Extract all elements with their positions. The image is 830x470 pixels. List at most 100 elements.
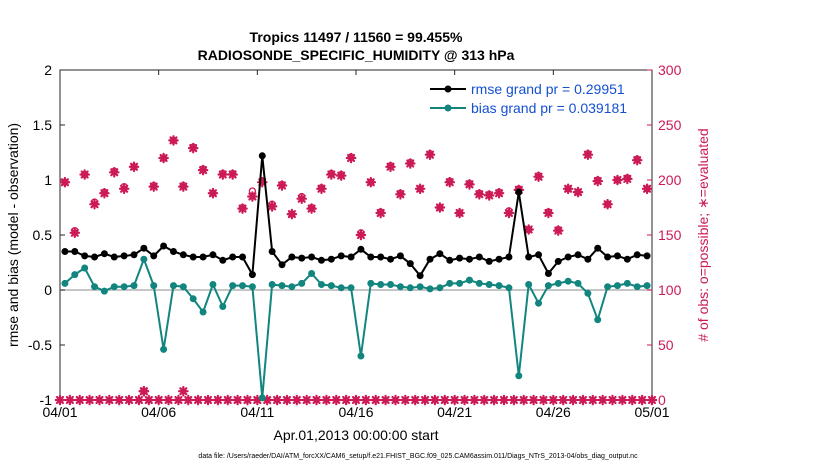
evaluated-count-marker [108, 167, 120, 178]
evaluated-count-marker [355, 229, 367, 241]
evaluated-count-marker [266, 201, 278, 212]
legend-box [422, 78, 644, 118]
bias-point [81, 264, 89, 272]
rmse-point [643, 252, 651, 260]
rmse-point [623, 255, 631, 263]
rmse-point [248, 271, 256, 279]
evaluated-count-marker [69, 227, 81, 239]
bias-point [327, 282, 335, 290]
bias-point [160, 345, 168, 353]
evaluated-count-marker [543, 207, 554, 219]
rmse-point [633, 251, 641, 259]
rmse-point [475, 253, 483, 261]
zero-count-marker [636, 394, 648, 406]
legend-rmse-label: rmse grand pr = 0.29951 [471, 81, 625, 97]
rmse-point [465, 255, 473, 263]
zero-count-marker [528, 394, 539, 406]
evaluated-count-marker [631, 154, 643, 166]
zero-count-marker [54, 394, 66, 406]
zero-count-marker [478, 394, 490, 406]
evaluated-count-marker [622, 173, 633, 185]
evaluated-count-marker [326, 169, 337, 180]
rmse-point [179, 251, 187, 259]
evaluated-count-marker [375, 207, 386, 219]
bias-point [150, 282, 158, 290]
rmse-point [367, 253, 375, 261]
zero-count-marker [557, 394, 569, 406]
zero-count-marker [123, 394, 135, 406]
zero-count-marker [104, 394, 115, 406]
series-layer [54, 135, 658, 406]
rmse-point [574, 251, 582, 259]
bias-point [239, 282, 247, 290]
evaluated-count-marker [582, 149, 594, 160]
rmse-point [525, 253, 533, 261]
evaluated-count-marker [217, 169, 229, 180]
evaluated-count-marker [424, 149, 436, 160]
zero-count-marker [548, 394, 559, 406]
zero-count-marker [271, 394, 283, 406]
zero-count-marker [192, 394, 204, 406]
bias-point [436, 284, 444, 292]
y-tick-label: 1.5 [33, 117, 53, 133]
bias-point [574, 279, 582, 287]
evaluated-count-marker [572, 186, 584, 198]
evaluated-count-marker [602, 198, 613, 210]
y-tick-label: -1 [40, 392, 53, 408]
zero-count-marker [400, 394, 411, 406]
zero-count-marker [488, 394, 500, 406]
x-tick-label: 04/06 [141, 404, 176, 420]
zero-count-marker [380, 394, 391, 406]
rmse-point [229, 253, 237, 261]
rmse-point [377, 253, 385, 261]
legend-rmse-marker [444, 85, 452, 93]
rmse-point [160, 242, 168, 250]
rmse-point [120, 252, 128, 260]
zero-count-marker [449, 394, 460, 406]
evaluated-count-marker [178, 181, 189, 192]
rmse-point [456, 254, 464, 262]
evaluated-count-marker [118, 183, 130, 195]
extra-count-marker [138, 385, 150, 397]
zero-count-marker [508, 394, 520, 406]
rmse-point [91, 253, 99, 261]
evaluated-count-marker [335, 170, 347, 181]
bias-point [623, 279, 631, 287]
rmse-point [357, 245, 365, 253]
rmse-point [169, 248, 177, 255]
axis-ticks: 04/01 04/06 04/11 04/16 04/21 04/26 05/01 -1 -0.… [28, 62, 682, 420]
evaluated-count-marker [227, 169, 238, 180]
zero-count-marker [143, 394, 155, 406]
bias-point [298, 279, 306, 287]
zero-count-marker [291, 394, 303, 406]
y-tick-label: 1 [44, 172, 52, 188]
evaluated-count-marker [523, 224, 534, 235]
bias-point [475, 279, 483, 287]
zero-count-marker [133, 394, 145, 406]
bias-point [613, 282, 621, 290]
zero-count-marker [439, 394, 451, 406]
rmse-point [613, 252, 621, 260]
zero-count-marker [311, 394, 322, 406]
bias-point [248, 283, 256, 291]
rmse-point [387, 255, 395, 263]
zero-count-marker [577, 394, 589, 406]
evaluated-count-marker [474, 189, 485, 200]
zero-count-marker [429, 394, 441, 406]
x-tick-label: 04/26 [536, 404, 571, 420]
bias-point [357, 352, 365, 360]
rmse-point [317, 256, 325, 264]
zero-count-marker [64, 394, 76, 406]
evaluated-count-marker [345, 152, 357, 164]
bias-point [179, 283, 187, 291]
evaluated-count-marker [414, 183, 426, 195]
evaluated-count-marker [552, 225, 564, 236]
rmse-point [564, 253, 572, 261]
zero-count-marker [74, 394, 86, 406]
zero-count-marker [173, 394, 184, 406]
evaluated-count-marker [592, 175, 604, 187]
bias-point [495, 282, 503, 290]
bias-point [189, 295, 197, 303]
rmse-point [130, 251, 138, 259]
